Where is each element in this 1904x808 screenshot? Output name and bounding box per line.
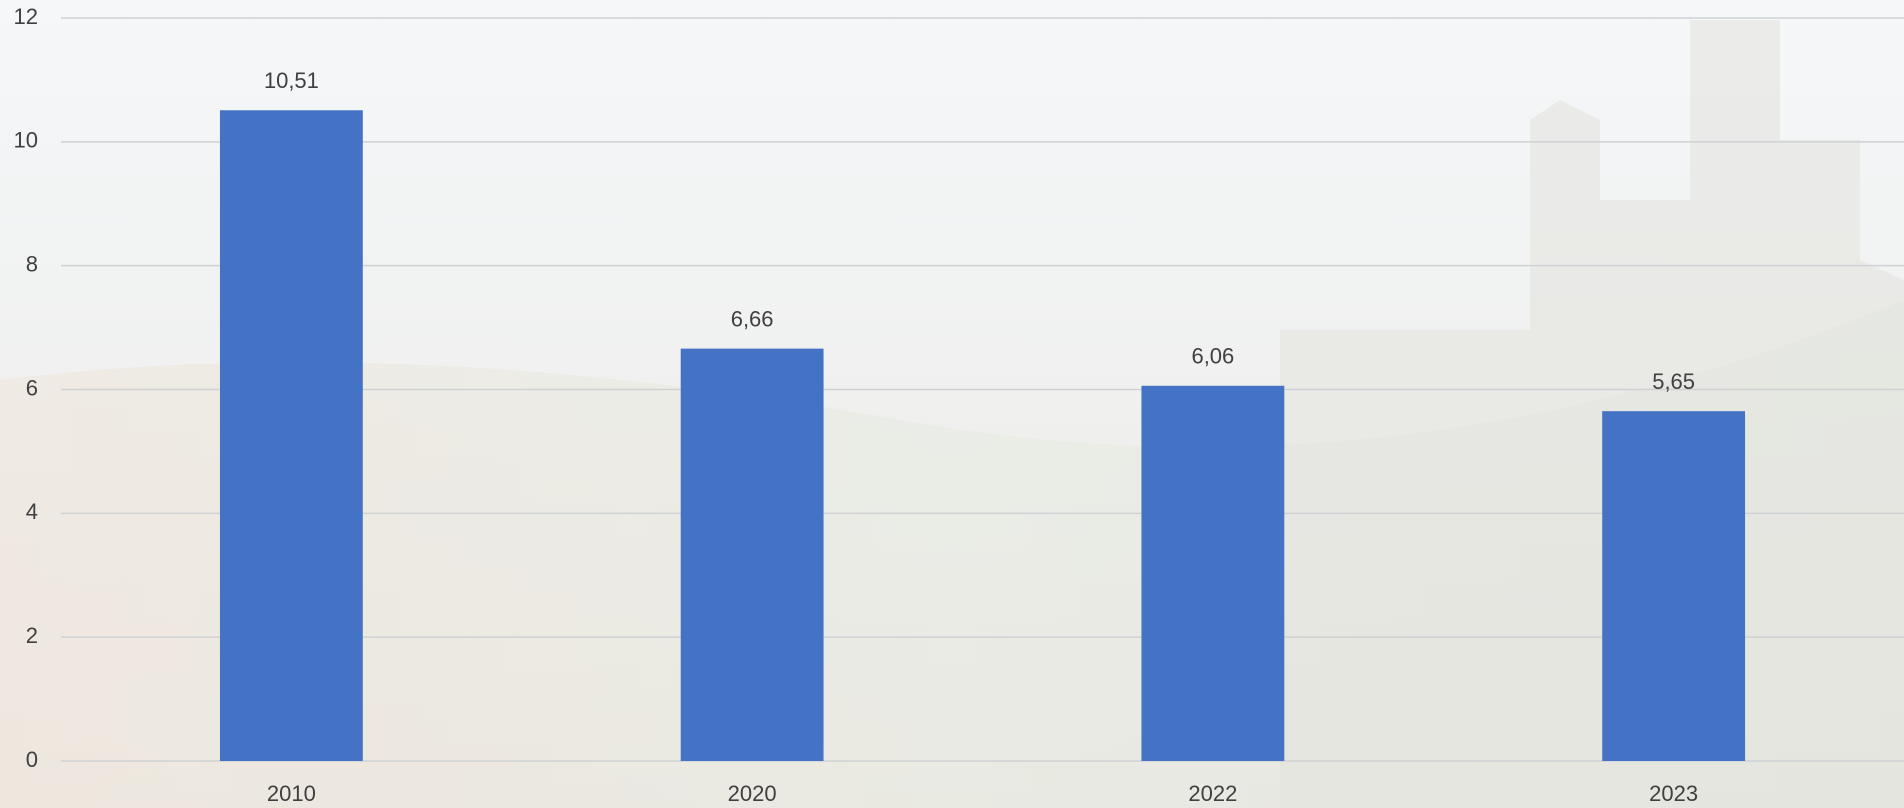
data-label: 10,51 xyxy=(264,68,319,93)
bar xyxy=(680,348,824,761)
y-tick-label: 4 xyxy=(26,499,38,524)
data-label: 6,06 xyxy=(1191,344,1234,369)
data-label: 5,65 xyxy=(1652,369,1695,394)
x-tick-label: 2010 xyxy=(267,781,316,806)
y-tick-label: 8 xyxy=(26,251,38,276)
x-tick-label: 2022 xyxy=(1188,781,1237,806)
x-tick-label: 2020 xyxy=(728,781,777,806)
y-tick-label: 2 xyxy=(26,623,38,648)
bar xyxy=(1141,385,1285,761)
bar xyxy=(219,110,363,761)
y-tick-label: 10 xyxy=(14,128,38,153)
bar xyxy=(1602,411,1746,761)
background-castle xyxy=(1280,20,1904,808)
data-label: 6,66 xyxy=(731,306,774,331)
y-tick-label: 6 xyxy=(26,375,38,400)
y-tick-label: 12 xyxy=(14,4,38,29)
x-tick-label: 2023 xyxy=(1649,781,1698,806)
y-tick-label: 0 xyxy=(26,747,38,772)
